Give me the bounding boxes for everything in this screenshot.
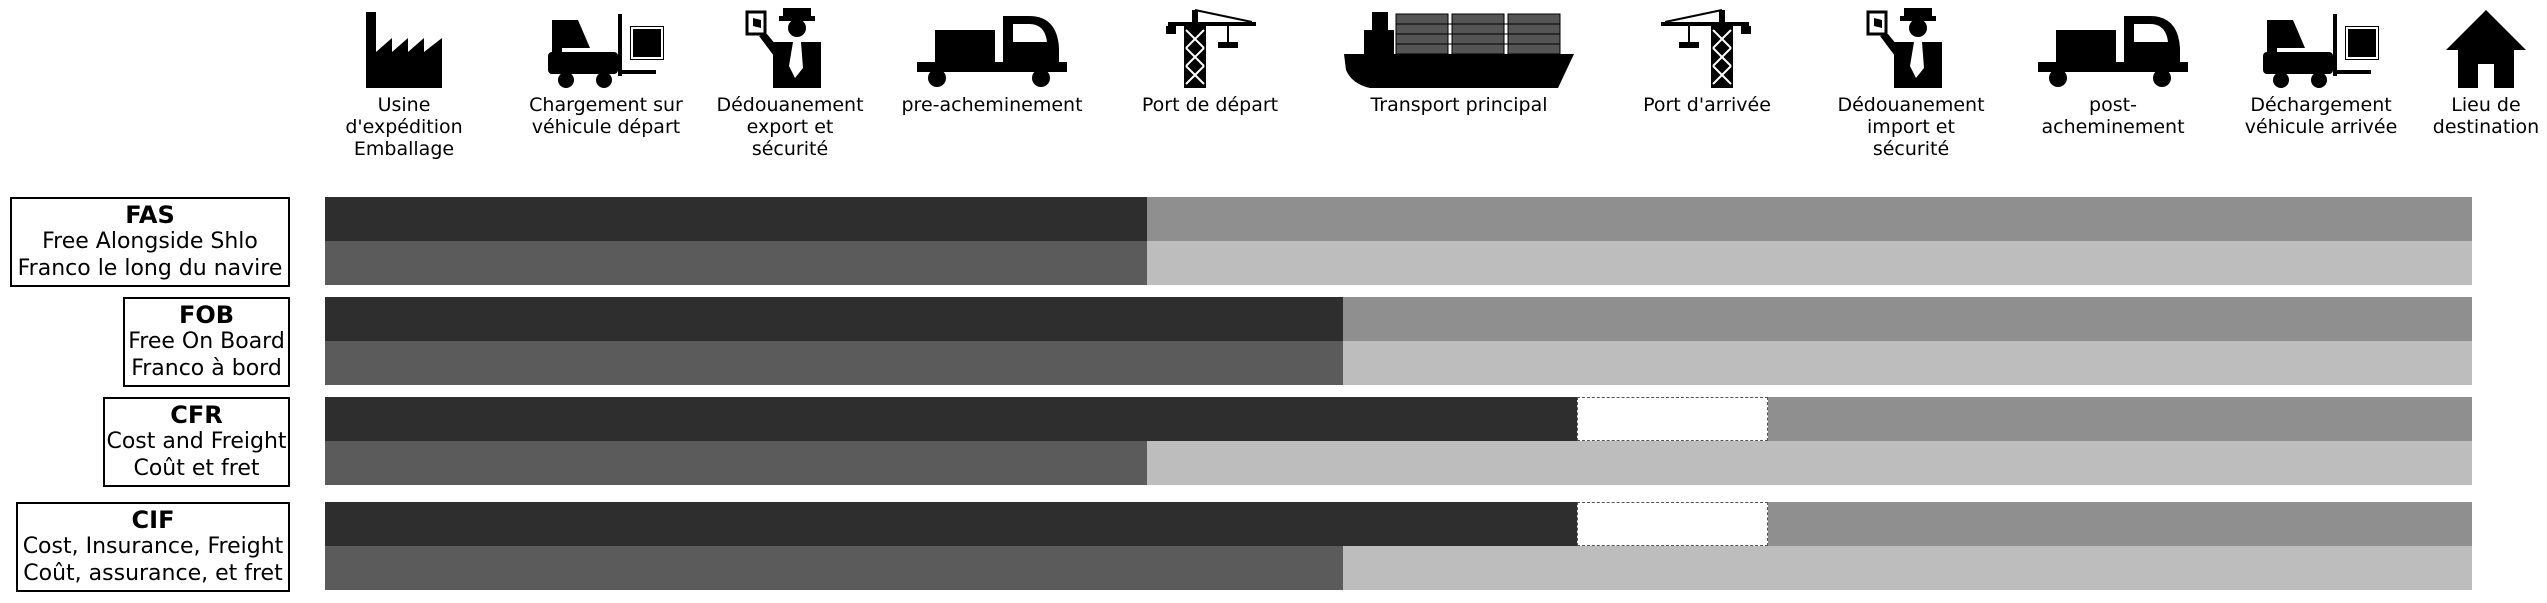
cost-bar-fob [325,341,2472,385]
stage-arrival-port: Port d'arrivée [1632,8,1782,116]
incoterm-name-fr: Franco le long du navire [17,256,283,281]
stage-label: Transport principal [1370,94,1548,116]
truck-icon [2038,16,2188,87]
stage-pre-carriage: pre-acheminement [897,8,1087,116]
seller-cost-segment [325,341,1343,385]
container-ship-icon [1344,12,1574,88]
cost-bar-fas [325,241,2472,285]
stage-label: Usine d'expédition Emballage [345,94,463,160]
stage-customs-export: Dédouanement export et sécurité [716,8,864,160]
buyer-cost-segment [1147,241,2472,285]
risk-bar-cif [325,502,2472,546]
seller-risk-segment [325,197,1148,241]
incoterm-code: CIF [131,506,175,534]
incoterm-code: FAS [125,201,175,229]
incoterm-name-fr: Franco à bord [131,356,282,381]
buyer-risk-segment [1342,297,2472,341]
crane-icon [1661,9,1751,88]
seller-cost-segment [325,441,1148,485]
forklift-icon [548,14,664,88]
stage-main-transport: Transport principal [1344,8,1574,116]
stage-label: Chargement sur véhicule départ [529,94,683,138]
incoterm-name-en: Cost, Insurance, Freight [22,534,284,559]
seller-cost-segment [325,546,1343,590]
seller-risk-segment [325,397,1577,441]
seller-risk-segment [325,502,1577,546]
cost-bar-cif [325,546,2472,590]
buyer-risk-segment [1767,397,2472,441]
stage-customs-import: Dédouanement import et sécurité [1837,8,1985,160]
incoterm-box-fob: FOB Free On Board Franco à bord [123,297,290,387]
incoterm-name-fr: Coût et fret [133,456,260,481]
stage-label: pre-acheminement [901,94,1083,116]
crane-icon [1166,9,1256,88]
incoterm-name-fr: Coût, assurance, et fret [23,561,283,586]
incoterm-code: FOB [178,301,235,329]
truck-icon [917,16,1067,87]
gap-segment [1576,502,1768,546]
stage-departure-port: Port de départ [1132,8,1288,116]
gap-segment [1576,397,1768,441]
stage-factory: Usine d'expédition Emballage [322,8,486,160]
stage-destination: Lieu de destination [2428,8,2544,138]
stage-label: Port de départ [1141,94,1279,116]
risk-bar-cfr [325,397,2472,441]
forklift-icon [2263,14,2379,88]
incoterm-box-cif: CIF Cost, Insurance, Freight Coût, assur… [16,502,290,592]
risk-bar-fob [325,297,2472,341]
risk-bar-fas [325,197,2472,241]
stage-unloading-arrival: Déchargement véhicule arrivée [2236,8,2406,138]
buyer-risk-segment [1147,197,2472,241]
buyer-risk-segment [1767,502,2472,546]
stage-label: Lieu de destination [2432,94,2540,138]
incoterm-name-en: Cost and Freight [106,429,287,454]
incoterm-box-fas: FAS Free Alongside Shlo Franco le long d… [10,197,290,287]
cost-bar-cfr [325,441,2472,485]
stage-label: Déchargement véhicule arrivée [2244,94,2398,138]
seller-cost-segment [325,241,1148,285]
buyer-cost-segment [1147,441,2472,485]
incoterm-name-en: Free On Board [128,329,285,354]
stage-label: Dédouanement import et sécurité [1837,94,1985,160]
stage-label: Dédouanement export et sécurité [716,94,864,160]
buyer-cost-segment [1342,341,2472,385]
stage-label: post-acheminement [2041,94,2185,138]
factory-icon [366,12,442,88]
customs-officer-icon [1866,8,1942,88]
stage-label: Port d'arrivée [1643,94,1771,116]
stage-loading-departure: Chargement sur véhicule départ [519,8,693,138]
incoterm-name-en: Free Alongside Shlo [42,229,258,254]
incoterm-box-cfr: CFR Cost and Freight Coût et fret [103,397,290,487]
house-icon [2446,10,2526,88]
customs-officer-icon [745,8,821,88]
incoterm-code: CFR [170,401,223,429]
stage-on-carriage: post-acheminement [2018,8,2208,138]
buyer-cost-segment [1342,546,2472,590]
seller-risk-segment [325,297,1343,341]
